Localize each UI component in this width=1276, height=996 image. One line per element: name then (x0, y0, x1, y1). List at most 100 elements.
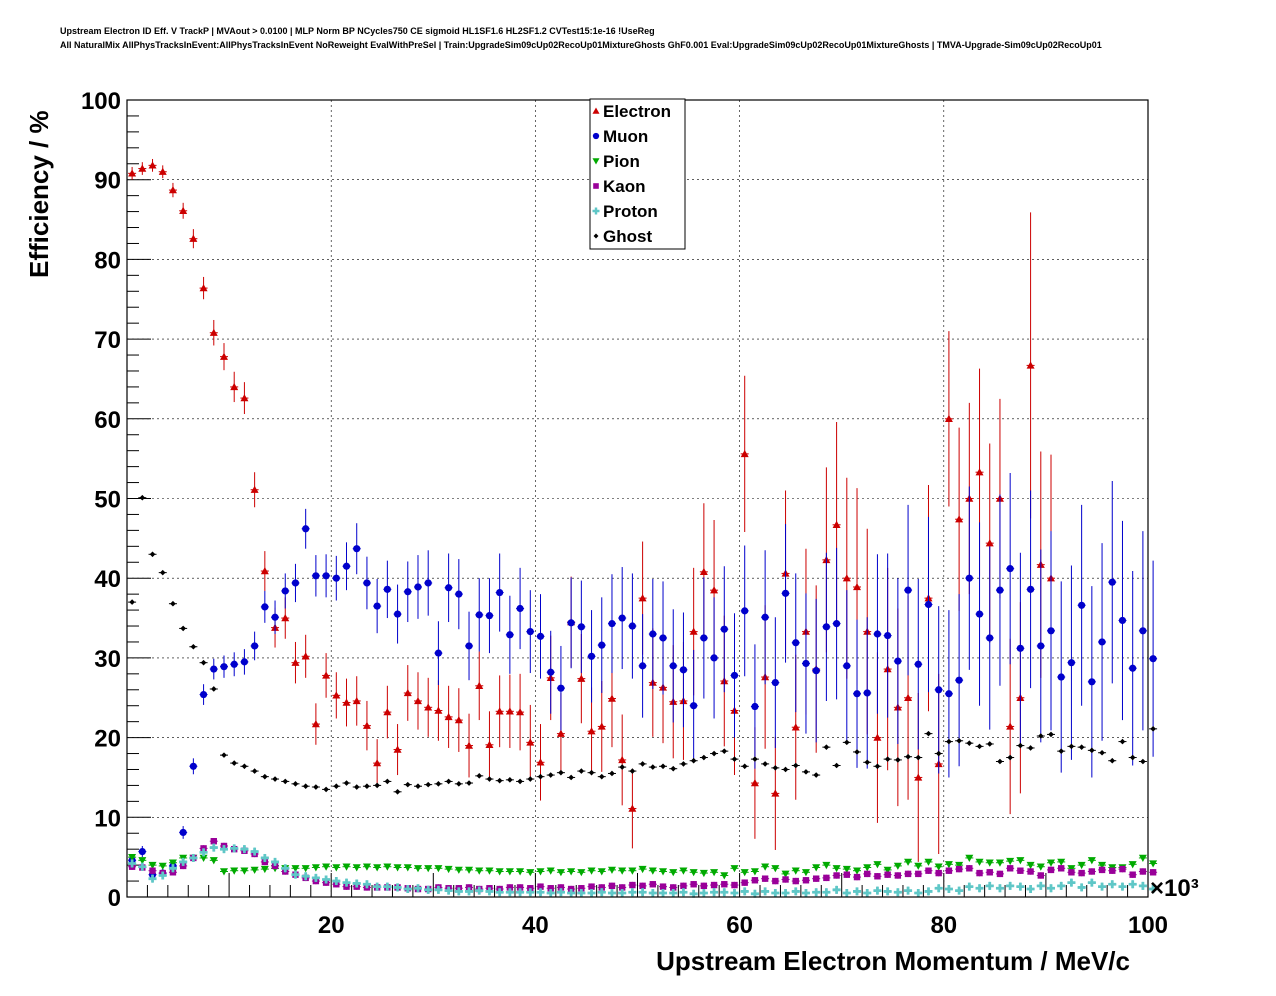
kaon-point (680, 882, 687, 890)
proton-point (750, 889, 759, 898)
legend-label-muon: Muon (603, 127, 648, 146)
pion-point (128, 853, 137, 862)
ghost-point (1007, 754, 1013, 761)
y-tick-label: 30 (94, 646, 121, 673)
electron-point (628, 804, 637, 812)
kaon-point (588, 883, 595, 890)
muon-point (251, 642, 259, 650)
pion-point (924, 858, 933, 866)
ghost-point (1017, 742, 1024, 749)
kaon-point (1129, 871, 1136, 878)
proton-point (659, 889, 668, 898)
ghost-point (792, 762, 799, 769)
ghost-point (782, 766, 789, 773)
electron-point (597, 722, 606, 730)
ghost-point (884, 756, 891, 762)
muon-point (506, 631, 514, 639)
pion-point (1047, 859, 1056, 867)
ghost-point (139, 494, 146, 501)
proton-point (873, 886, 882, 895)
kaon-point (149, 867, 156, 874)
proton-point (424, 885, 433, 894)
pion-point (853, 867, 862, 875)
kaon-point (537, 883, 544, 890)
electron-point (168, 186, 177, 194)
pion-point (1149, 860, 1158, 868)
axis-ticks: 0 10 20 30 40 50 60 70 80 90 100 20 40 60 80 100 (81, 88, 1168, 939)
proton-point (1006, 881, 1015, 890)
muon-point (751, 702, 759, 711)
pion-point (1067, 865, 1076, 873)
proton-point (322, 875, 331, 884)
kaon-point (721, 881, 728, 888)
kaon-point (1088, 868, 1096, 875)
x-axis-title: Upstream Electron Momentum / MeV/c (656, 946, 1130, 976)
pion-point (373, 864, 382, 872)
proton-point (189, 853, 198, 862)
proton-point (607, 889, 616, 898)
ghost-point (251, 768, 258, 774)
pion-point (883, 866, 892, 874)
electron-point (577, 674, 586, 682)
pion-point (536, 868, 545, 876)
proton-point (546, 889, 555, 898)
proton-point (128, 859, 137, 868)
proton-point (597, 888, 606, 897)
kaon-point (1109, 867, 1116, 874)
proton-point (250, 847, 259, 856)
kaon-point (1078, 869, 1085, 877)
kaon-point (629, 881, 636, 889)
ghost-point (925, 730, 932, 737)
pion-point (342, 863, 351, 871)
pion-point (485, 867, 494, 875)
electron-point (403, 688, 412, 697)
proton-point (1149, 885, 1158, 894)
ghost-point (833, 762, 840, 769)
muon-point (802, 659, 810, 668)
electron-point (475, 681, 484, 689)
muon-point (894, 657, 902, 665)
ghost-point (639, 761, 646, 767)
kaon-point (761, 875, 769, 882)
pion-point (301, 865, 310, 873)
proton-point (1077, 883, 1086, 892)
electron-point (985, 539, 994, 547)
kaon-point (945, 867, 953, 874)
pion-point (352, 864, 361, 872)
pion-point (791, 867, 800, 875)
ghost-point (210, 686, 217, 692)
electron-point (505, 707, 514, 715)
legend-marker-ghost (593, 233, 599, 239)
muon-point (1108, 578, 1116, 586)
proton-point (812, 888, 821, 897)
ghost-point (313, 784, 319, 790)
y-tick-label: 20 (94, 726, 121, 753)
muon-point (393, 610, 402, 618)
pion-point (526, 869, 535, 877)
muon-point (567, 619, 575, 627)
ghost-point (374, 782, 380, 789)
ghost-point (200, 659, 207, 666)
ghost-point (864, 759, 871, 766)
pion-point (904, 858, 913, 866)
proton-point (965, 882, 974, 891)
proton-point (761, 887, 770, 896)
ghost-point (905, 753, 911, 760)
electron-point (914, 773, 923, 781)
muon-point (261, 603, 269, 611)
proton-point (955, 886, 964, 895)
electron-point (383, 708, 392, 716)
pion-point (1036, 863, 1045, 871)
electron-point (465, 741, 474, 749)
pion-point (669, 869, 678, 877)
electron-point (148, 161, 157, 169)
muon-point (557, 684, 565, 692)
pion-point (975, 858, 984, 866)
pion-point (720, 872, 729, 880)
proton-point (720, 888, 729, 897)
kaon-point (516, 884, 524, 891)
kaon-point (894, 872, 902, 879)
proton-point (199, 848, 208, 857)
ghost-point (874, 763, 881, 770)
